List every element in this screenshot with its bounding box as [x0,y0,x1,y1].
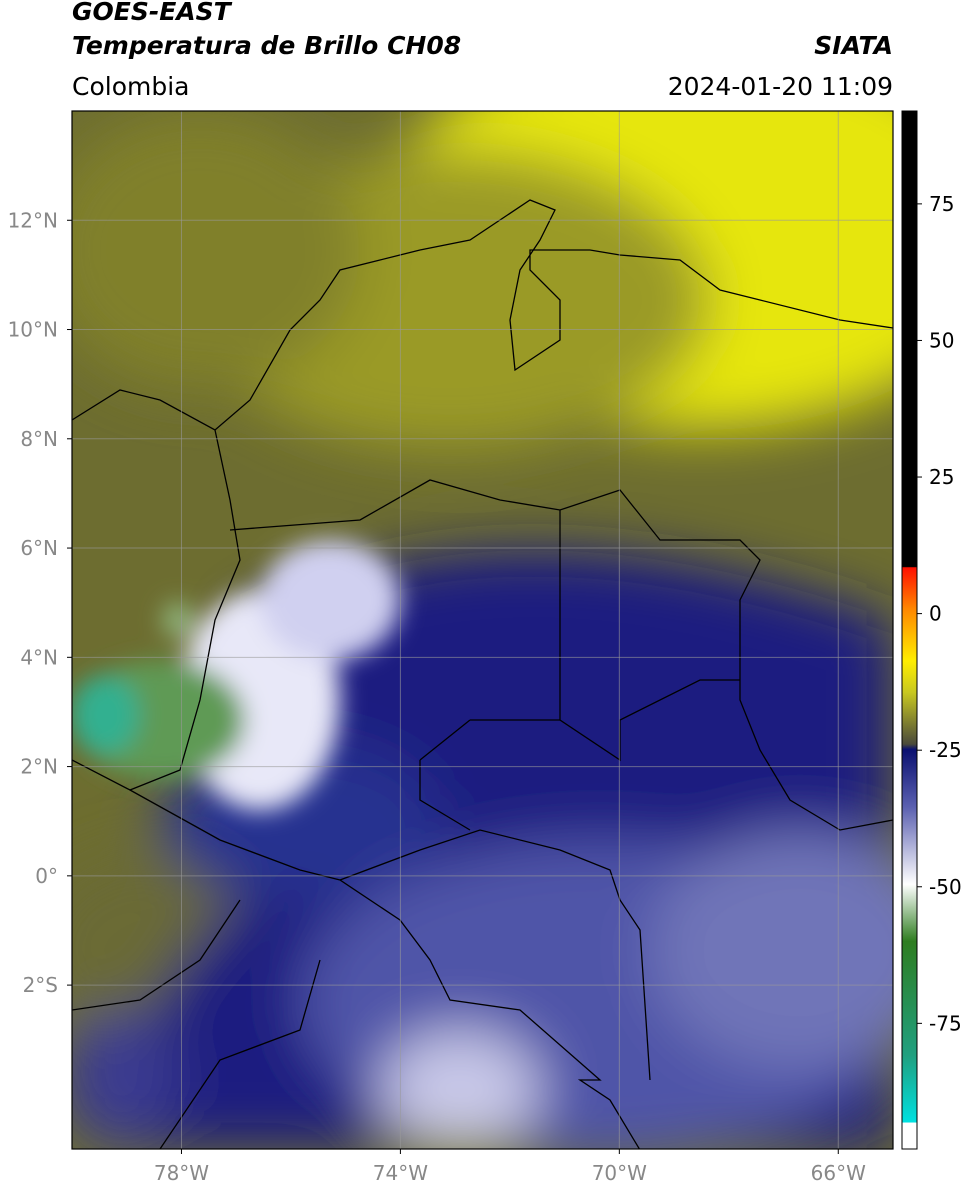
y-tick-label: 8°N [20,427,58,451]
x-tick-label: 74°W [373,1161,428,1185]
colorbar-tick-label: 25 [929,465,954,489]
source: SIATA [814,31,893,60]
x-tick-label: 70°W [592,1161,647,1185]
colorbar-tick-label: 75 [929,192,954,216]
region: Colombia [72,72,189,101]
x-tick-label: 78°W [154,1161,209,1185]
x-tick-label: 66°W [811,1161,866,1185]
colorbar-tick-label: -25 [929,738,962,762]
colorbar-tick-label: 50 [929,328,954,352]
colorbar-tick-label: -50 [929,875,962,899]
y-tick-label: 10°N [8,318,58,342]
y-tick-label: 6°N [20,536,58,560]
colorbar [901,110,918,1150]
subtitle: Temperatura de Brillo CH08 [72,31,461,60]
datetime: 2024-01-20 11:09 [668,72,893,101]
title: GOES-EAST [72,0,233,26]
colorbar-tick-label: -75 [929,1011,962,1035]
y-tick-label: 0° [35,864,58,888]
y-tick-label: 12°N [8,208,58,232]
colorbar-tick-label: 0 [929,602,942,626]
borders [72,199,893,1149]
satellite-image [72,111,893,1149]
map-frame [71,110,894,1150]
y-tick-label: 4°N [20,645,58,669]
grid [72,111,893,1149]
y-tick-label: 2°S [23,973,58,997]
y-tick-label: 2°N [20,755,58,779]
ticks: 78°W 74°W 70°W 66°W 12°N 10°N 8°N 6°N 4°N 2°N 0° 2°… [8,192,962,1185]
